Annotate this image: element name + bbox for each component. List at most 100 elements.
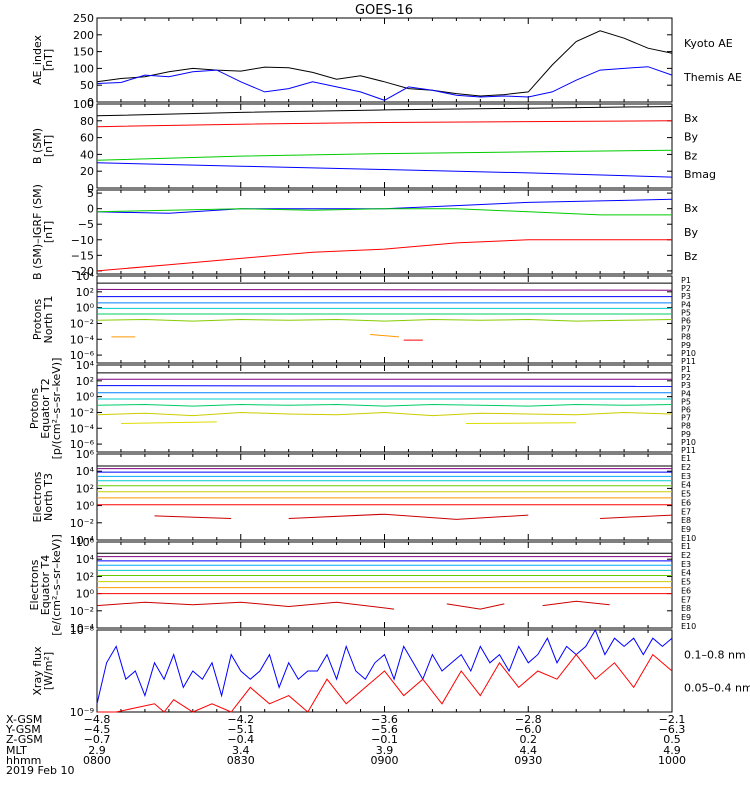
channel-label: P6 [681,406,691,415]
y-tick-label: 10⁻⁴ [70,622,95,635]
y-tick-label: 10⁰ [76,391,95,404]
series-e10b [446,603,505,610]
y-tick-label: 0 [87,96,94,109]
ephemeris-row-label: Z-GSM [6,733,43,746]
y-tick-label: 150 [73,46,94,59]
channel-label: P7 [681,414,691,423]
channel-label: E4 [681,569,691,578]
y-tick-label: 200 [73,29,94,42]
y-tick-label: 10⁻⁴ [70,534,95,547]
y-tick-label: 10⁴ [76,359,95,372]
channel-label: P4 [681,300,691,309]
legend-label: By [684,131,699,144]
legend-label: Bx [684,112,699,125]
y-tick-label: 10⁻² [70,605,94,618]
y-tick-label: 100 [73,98,94,111]
channel-label: E3 [681,472,691,481]
legend-label: 0.1–0.8 nm [684,649,746,662]
channel-label: E6 [681,586,691,595]
y-axis-label: Equator T4 [39,555,52,615]
panel-ae: 0 50 100 150 200 250 AE_index[nT] Kyoto AE Themi… [31,12,742,109]
y-axis-label: Electrons [31,471,44,522]
legend-label: By [684,226,699,239]
ephemeris-value: −4.8 [84,713,111,726]
channel-label: E1 [681,454,691,463]
panel-frame [96,364,673,453]
y-tick-label: −10 [71,234,94,247]
series-e10b [288,513,529,520]
ephemeris-value: 0.2 [520,733,538,746]
channel-label: P7 [681,325,691,334]
ephemeris-value: −0.1 [371,733,398,746]
y-tick-label: 10⁰ [76,500,95,513]
y-tick-label: 10² [76,286,94,299]
y-tick-label: 80 [80,115,94,128]
panel-frame [96,189,673,275]
channel-label: E3 [681,560,691,569]
legend-label: Bmag [684,168,716,181]
ephemeris-value: −4.5 [84,723,111,736]
ephemeris-value: 1000 [658,754,686,767]
ephemeris-value: 0830 [227,754,255,767]
channel-label: E8 [681,516,691,525]
y-tick-label: 10⁴ [76,270,95,283]
y-tick-label: 10⁻⁶ [70,349,95,362]
channel-label: P2 [681,373,691,382]
channel-label: P6 [681,317,691,326]
series-p7 [96,411,673,417]
ephemeris-row-label: hhmm [6,754,41,767]
channel-label: P5 [681,308,691,317]
panel-xray: 10⁻⁸ 10⁻⁹ Xray flux[W/m²] 0.1–0.8 nm 0.05–0.… [31,624,750,719]
y-axis-label: North T1 [42,296,55,344]
y-tick-label: 10² [76,570,94,583]
ephemeris-value: 2.9 [88,744,106,757]
series-themis-ae [96,30,673,97]
ephemeris-value: 0930 [514,754,542,767]
y-tick-label: 60 [80,132,94,145]
channel-label: E5 [681,578,691,587]
y-tick-label: 0 [87,203,94,216]
channel-label: E7 [681,595,691,604]
y-tick-label: 10⁰ [76,302,95,315]
series-e10a [96,601,395,610]
channel-label: E2 [681,463,691,472]
y-tick-label: 10⁻⁶ [70,438,95,451]
channel-label: E5 [681,490,691,499]
y-tick-label: 10⁴ [76,553,95,566]
channel-label: P3 [681,381,691,390]
channel-label: E9 [681,613,691,622]
channel-label: E8 [681,604,691,613]
ephemeris-value: 4.9 [663,744,681,757]
y-tick-label: 10⁻⁹ [70,706,94,719]
y-axis-label: Protons [28,388,41,429]
y-tick-label: −5 [78,218,94,231]
y-axis-label: [W/m²] [42,652,55,690]
legend-label: 0.05–0.4 nm [684,681,750,694]
y-tick-label: 10⁰ [76,588,95,601]
series-bz [96,239,672,272]
series-p6 [96,403,673,407]
ephemeris-value: 4.4 [520,744,538,757]
series-e10c [542,600,610,607]
channel-label: P10 [681,438,696,447]
chart-title: GOES-16 [355,3,413,18]
y-axis-label: [nT] [42,221,55,243]
ephemeris-value: −2.8 [515,713,542,726]
series-by [96,149,673,161]
channel-label: E10 [681,622,696,631]
y-axis-label: Electrons [28,559,41,610]
panel-frame [96,17,673,103]
ephemeris-value: −0.4 [227,733,254,746]
y-tick-label: 10⁻² [70,317,94,330]
panel-frame [96,453,673,541]
ephemeris-value: −0.7 [84,733,111,746]
y-tick-label: 10² [76,375,94,388]
series-e10a [154,515,232,519]
